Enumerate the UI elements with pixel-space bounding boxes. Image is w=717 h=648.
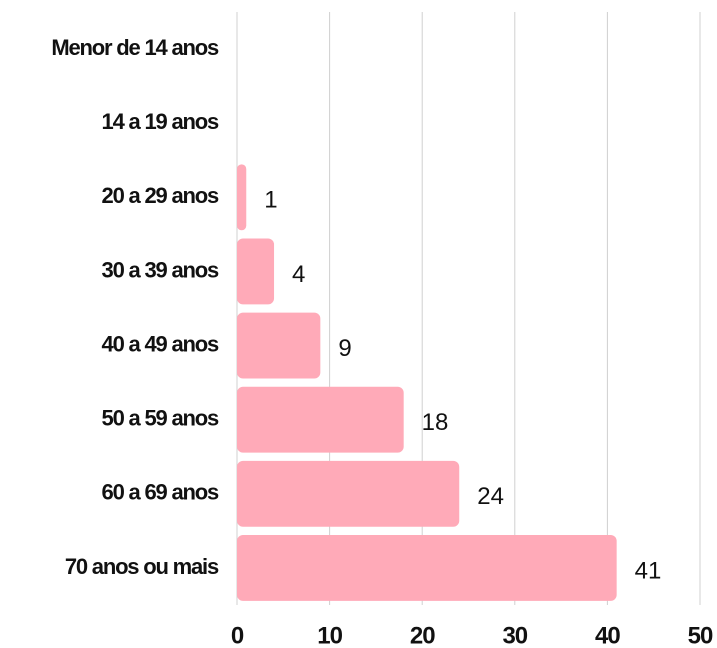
y-tick-label: 14 a 19 anos: [102, 109, 219, 134]
data-label: 1: [264, 187, 277, 214]
bar: [237, 460, 460, 527]
x-tick-label: 10: [317, 622, 342, 648]
y-tick-label: 40 a 49 anos: [102, 331, 219, 356]
data-label: 24: [477, 483, 504, 510]
y-tick-label: Menor de 14 anos: [51, 35, 219, 60]
bar: [237, 386, 404, 453]
y-tick-label: 20 a 29 anos: [102, 183, 219, 208]
x-tick-label: 0: [231, 622, 244, 648]
y-tick-label: 70 anos ou mais: [65, 554, 219, 579]
bar: [237, 164, 247, 231]
x-tick-label: 50: [688, 622, 713, 648]
data-label: 18: [422, 409, 449, 436]
bar: [237, 534, 617, 601]
bar: [237, 238, 275, 305]
x-tick-label: 40: [595, 622, 620, 648]
bar: [237, 312, 321, 379]
x-tick-label: 30: [502, 622, 527, 648]
x-tick-label: 20: [410, 622, 435, 648]
y-tick-label: 30 a 39 anos: [102, 257, 219, 282]
y-tick-label: 60 a 69 anos: [102, 480, 219, 505]
data-label: 41: [635, 557, 662, 584]
y-tick-label: 50 a 59 anos: [102, 406, 219, 431]
data-label: 4: [292, 261, 305, 288]
data-label: 9: [338, 335, 351, 362]
